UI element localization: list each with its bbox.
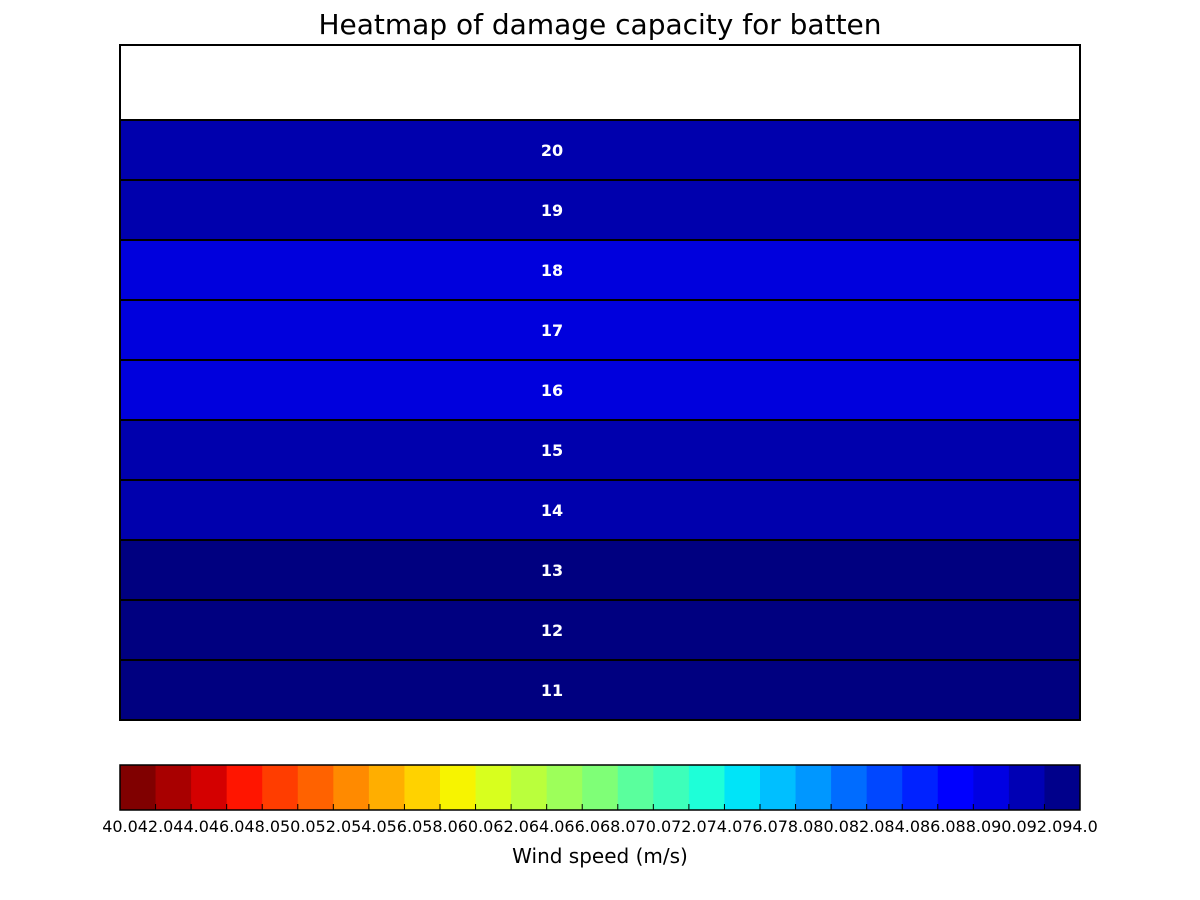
colorbar-tick-label: 80.0 <box>813 817 849 836</box>
heatmap-cell <box>120 180 1080 240</box>
colorbar-cell <box>120 765 156 810</box>
colorbar-cell <box>227 765 263 810</box>
colorbar-cell <box>582 765 618 810</box>
colorbar-cell <box>333 765 369 810</box>
colorbar-tick-label: 94.0 <box>1062 817 1098 836</box>
colorbar-cell <box>831 765 867 810</box>
colorbar-label: Wind speed (m/s) <box>512 844 688 868</box>
colorbar-cell <box>867 765 903 810</box>
colorbar-cell <box>298 765 334 810</box>
colorbar-cell <box>262 765 298 810</box>
colorbar-tick-label: 50.0 <box>280 817 316 836</box>
colorbar-tick-label: 62.0 <box>493 817 529 836</box>
heatmap-row-label: 12 <box>541 621 563 640</box>
colorbar-tick-label: 92.0 <box>1027 817 1063 836</box>
colorbar-cell <box>191 765 227 810</box>
heatmap-cell <box>120 540 1080 600</box>
heatmap-cell <box>120 240 1080 300</box>
heatmap-cell <box>120 420 1080 480</box>
colorbar-tick-label: 54.0 <box>351 817 387 836</box>
colorbar-tick-label: 82.0 <box>849 817 885 836</box>
colorbar-tick-label: 76.0 <box>742 817 778 836</box>
colorbar-cell <box>404 765 440 810</box>
colorbar-cell <box>796 765 832 810</box>
colorbar-cell <box>1009 765 1045 810</box>
heatmap-row-label: 19 <box>541 201 563 220</box>
colorbar-tick-label: 68.0 <box>600 817 636 836</box>
chart-title: Heatmap of damage capacity for batten <box>318 8 881 41</box>
colorbar-cell <box>724 765 760 810</box>
heatmap-row-label: 14 <box>541 501 563 520</box>
heatmap-row-label: 16 <box>541 381 563 400</box>
colorbar-tick-label: 42.0 <box>138 817 174 836</box>
heatmap-cell <box>120 480 1080 540</box>
colorbar-tick-label: 46.0 <box>209 817 245 836</box>
colorbar-tick-label: 64.0 <box>529 817 565 836</box>
heatmap-row-label: 13 <box>541 561 563 580</box>
heatmap-row-label: 15 <box>541 441 563 460</box>
colorbar-cell <box>973 765 1009 810</box>
colorbar-tick-label: 58.0 <box>422 817 458 836</box>
heatmap-rows: 20 19 18 17 16 15 14 13 12 11 <box>120 120 1080 720</box>
colorbar-cell <box>689 765 725 810</box>
colorbar-cell <box>938 765 974 810</box>
colorbar-cell <box>902 765 938 810</box>
heatmap-cell <box>120 120 1080 180</box>
heatmap-cell <box>120 600 1080 660</box>
colorbar-tick-label: 74.0 <box>707 817 743 836</box>
colorbar-cell <box>369 765 405 810</box>
heatmap-cell <box>120 360 1080 420</box>
colorbar-tick-label: 78.0 <box>778 817 814 836</box>
colorbar-cell <box>547 765 583 810</box>
colorbar-tick-label: 48.0 <box>244 817 280 836</box>
colorbar-cell <box>440 765 476 810</box>
colorbar-tick-label: 60.0 <box>458 817 494 836</box>
colorbar-tick-label: 70.0 <box>636 817 672 836</box>
colorbar-tick-label: 84.0 <box>884 817 920 836</box>
colorbar-tick-label: 86.0 <box>920 817 956 836</box>
colorbar-cell <box>156 765 192 810</box>
heatmap-row-label: 20 <box>541 141 563 160</box>
colorbar-tick-label: 56.0 <box>387 817 423 836</box>
colorbar-cell <box>618 765 654 810</box>
colorbar-tick-label: 52.0 <box>316 817 352 836</box>
colorbar-cell <box>1044 765 1080 810</box>
colorbar-tick-label: 40.0 <box>102 817 138 836</box>
colorbar-tick-label: 72.0 <box>671 817 707 836</box>
colorbar-tick-label: 44.0 <box>173 817 209 836</box>
colorbar-tick-label: 90.0 <box>991 817 1027 836</box>
heatmap-row-label: 17 <box>541 321 563 340</box>
colorbar-cell <box>476 765 512 810</box>
colorbar-cell <box>653 765 689 810</box>
colorbar-cell <box>760 765 796 810</box>
colorbar <box>120 765 1081 810</box>
heatmap-cell <box>120 300 1080 360</box>
colorbar-tick-label: 66.0 <box>564 817 600 836</box>
heatmap-row-label: 18 <box>541 261 563 280</box>
colorbar-tick-label: 88.0 <box>956 817 992 836</box>
heatmap-cell <box>120 660 1080 720</box>
heatmap-row-label: 11 <box>541 681 563 700</box>
colorbar-cell <box>511 765 547 810</box>
